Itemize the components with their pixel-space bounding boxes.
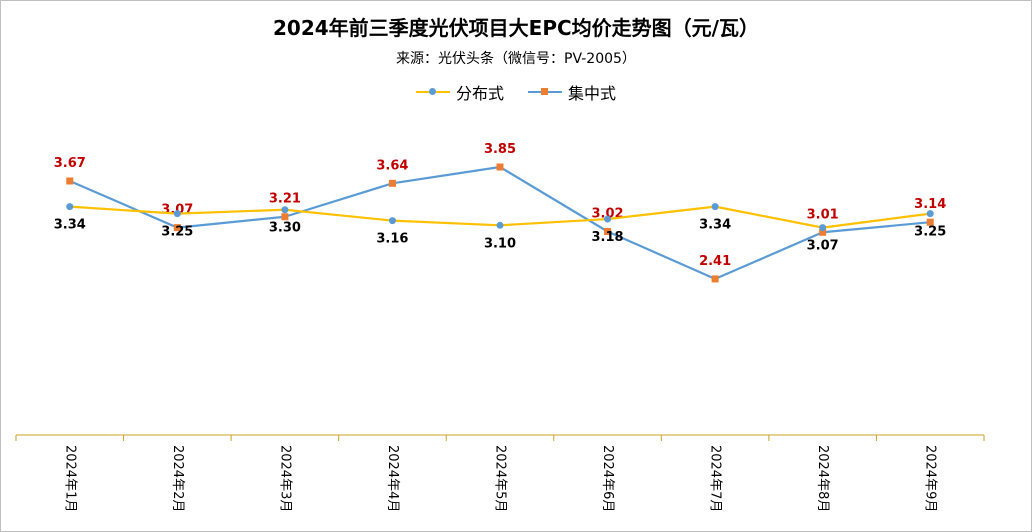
data-label: 3.10 <box>484 236 516 251</box>
x-tick-label: 2024年8月 <box>815 445 830 512</box>
data-label: 2.41 <box>699 254 731 269</box>
data-label: 3.07 <box>807 239 839 254</box>
data-point <box>604 215 612 223</box>
x-tick-label: 2024年4月 <box>385 445 400 512</box>
legend-item-centralized[interactable]: 集中式 <box>528 80 616 104</box>
data-point <box>281 206 289 214</box>
data-point <box>819 228 827 236</box>
data-point <box>496 221 504 229</box>
data-point <box>281 213 289 221</box>
x-tick-label: 2024年1月 <box>62 445 77 512</box>
data-label: 3.18 <box>592 230 624 245</box>
legend-item-distributed[interactable]: 分布式 <box>415 80 504 104</box>
data-label: 3.21 <box>269 192 301 207</box>
data-label: 3.25 <box>914 225 946 240</box>
legend-swatch-distributed <box>415 86 450 98</box>
x-tick-label: 2024年9月 <box>923 445 938 512</box>
data-point <box>388 217 396 225</box>
legend-label-centralized: 集中式 <box>568 84 617 103</box>
x-tick-label: 2024年5月 <box>493 445 508 512</box>
data-label: 3.14 <box>914 197 946 212</box>
data-label: 3.25 <box>161 225 193 240</box>
data-point <box>711 275 719 283</box>
x-tick-label: 2024年6月 <box>600 445 615 512</box>
chart-title: 2024年前三季度光伏项目大EPC均价走势图（元/瓦） <box>273 16 759 40</box>
x-tick-label: 2024年2月 <box>170 445 185 512</box>
data-point <box>173 224 181 232</box>
data-label: 3.30 <box>269 221 301 236</box>
data-point <box>388 179 396 187</box>
data-point <box>711 203 719 211</box>
data-point <box>173 210 181 218</box>
data-label: 3.34 <box>699 218 731 233</box>
data-label: 3.67 <box>54 156 86 171</box>
legend-swatch-centralized <box>528 86 562 98</box>
data-label: 3.85 <box>484 142 516 157</box>
x-tick-label: 2024年3月 <box>277 445 292 512</box>
chart-legend: 分布式 集中式 <box>0 80 1032 104</box>
data-point <box>604 228 612 236</box>
data-label: 3.64 <box>376 158 408 173</box>
data-point <box>926 210 934 218</box>
chart-subtitle: 来源：光伏头条（微信号：PV-2005） <box>396 51 636 67</box>
data-point <box>926 218 934 226</box>
x-tick-label: 2024年7月 <box>708 445 723 512</box>
data-point <box>66 177 74 185</box>
data-label: 3.34 <box>54 218 86 233</box>
data-point <box>819 224 827 232</box>
legend-label-distributed: 分布式 <box>455 84 504 103</box>
data-point <box>66 203 74 211</box>
data-label: 3.16 <box>376 232 408 247</box>
data-point <box>496 163 504 171</box>
data-label: 3.01 <box>807 207 839 222</box>
